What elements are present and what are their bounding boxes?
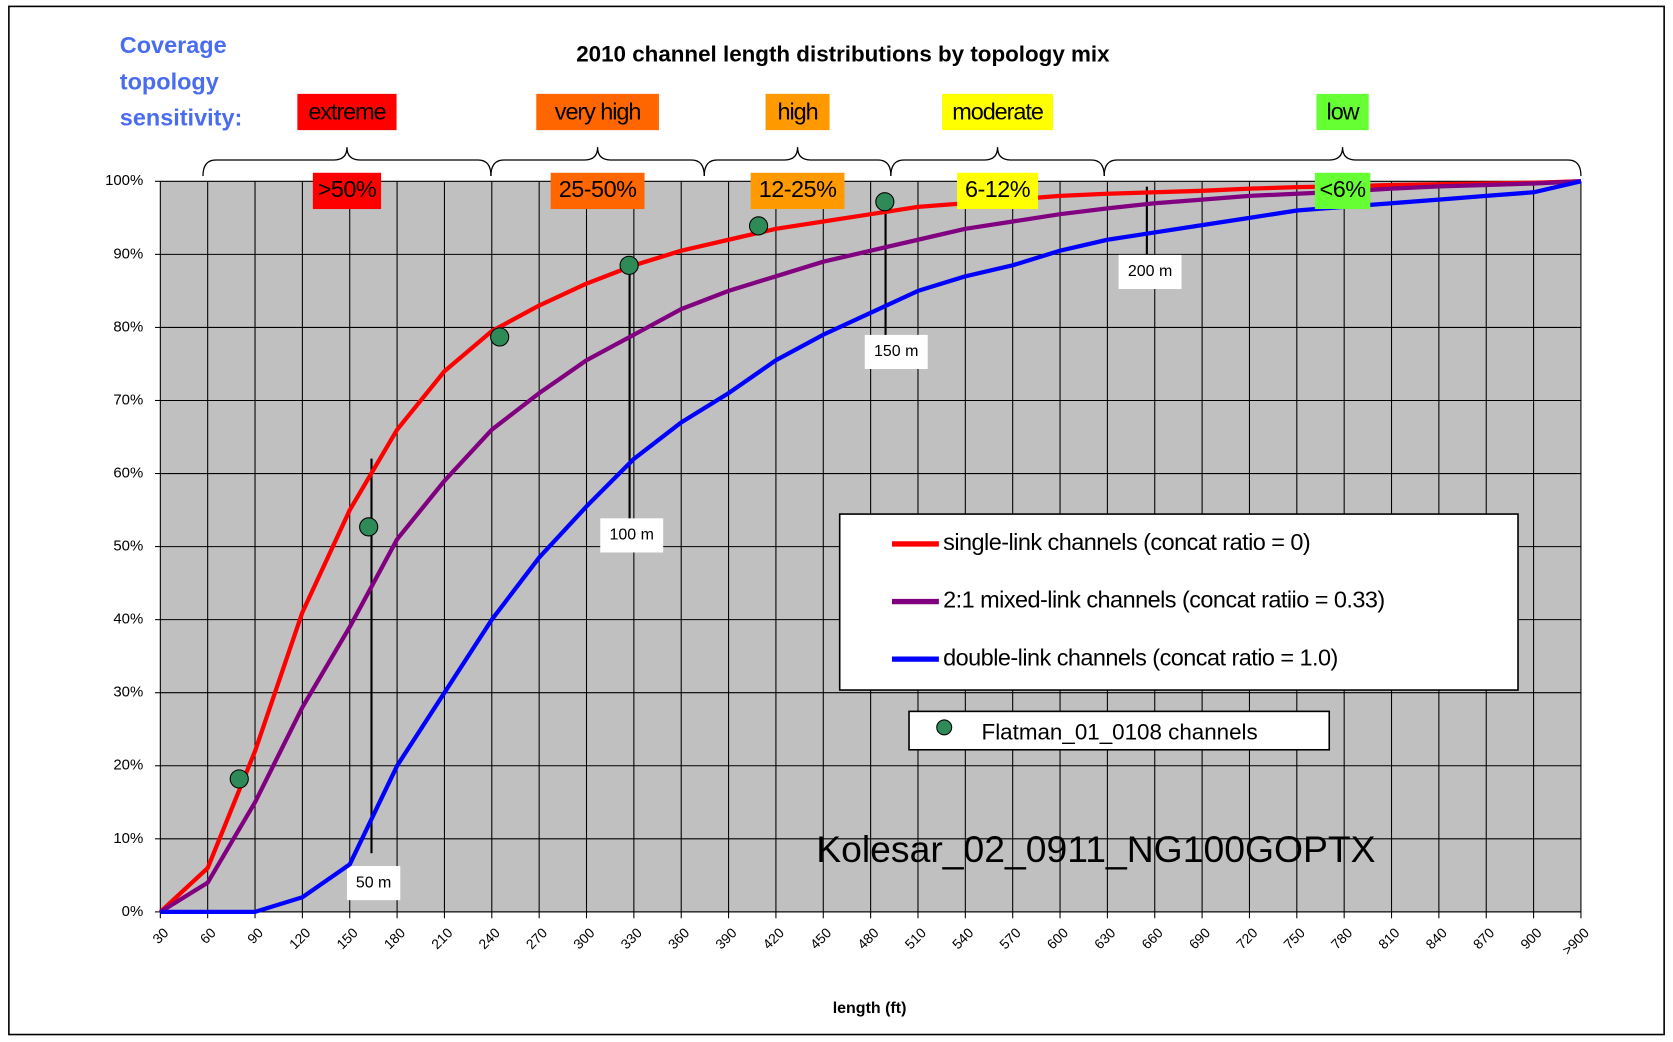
y-tick-label: 90% — [113, 245, 143, 262]
annotation: 100 m — [610, 527, 654, 544]
band-box — [550, 172, 645, 210]
band-name: moderate — [952, 98, 1043, 124]
annotation-box — [864, 334, 928, 370]
legend — [908, 710, 1331, 751]
brace — [1103, 147, 1582, 176]
band-name: extreme — [308, 98, 385, 124]
band-range: <6% — [1320, 176, 1367, 202]
band-range: 12-25% — [759, 176, 837, 202]
chart-title: 2010 channel length distributions by top… — [576, 41, 1110, 66]
band-box — [765, 93, 830, 131]
point — [619, 255, 639, 275]
band-name: high — [778, 98, 818, 124]
brace — [202, 147, 492, 176]
point — [490, 327, 510, 347]
band-box — [1316, 93, 1369, 131]
annotation-box — [600, 518, 664, 553]
brace — [890, 147, 1105, 176]
y-tick-label: 70% — [113, 391, 143, 408]
band-box — [942, 93, 1054, 131]
legend-label: double-link channels (concat ratio = 1.0… — [943, 644, 1338, 670]
y-tick-label: 60% — [113, 464, 143, 481]
band-box — [1314, 172, 1371, 210]
band-box — [750, 172, 845, 210]
y-tick-label: 40% — [113, 611, 143, 628]
legend-swatch — [936, 719, 953, 736]
band-box — [957, 172, 1039, 210]
y-tick-label: 10% — [113, 830, 143, 847]
annotation: 200 m — [1128, 263, 1172, 280]
brace — [703, 147, 892, 176]
watermark: Kolesar_02_0911_NG100GOPTX — [816, 828, 1375, 870]
legend — [838, 513, 1519, 691]
band-box — [297, 93, 397, 131]
heading: Coverage — [120, 32, 227, 58]
legend-label: Flatman_01_0108 channels — [982, 720, 1258, 745]
point — [359, 517, 379, 537]
annotation: 50 m — [356, 874, 392, 891]
band-name: low — [1327, 98, 1360, 124]
legend-label: 2:1 mixed-link channels (concat ratiio =… — [943, 587, 1385, 613]
heading: topology — [120, 68, 219, 94]
band-name: very high — [555, 98, 641, 124]
heading: sensitivity: — [120, 105, 243, 131]
annotation: 150 m — [874, 343, 918, 360]
y-tick-label: 30% — [113, 684, 143, 701]
band-box — [536, 93, 659, 131]
point — [229, 769, 249, 789]
point — [875, 192, 895, 212]
band-range: 25-50% — [559, 176, 637, 202]
band-box — [312, 172, 382, 210]
y-tick-label: 20% — [113, 757, 143, 774]
legend-label: single-link channels (concat ratio = 0) — [943, 529, 1310, 555]
annotation-box — [346, 866, 401, 901]
band-range: >50% — [318, 176, 377, 202]
x-axis-label: length (ft) — [833, 1000, 907, 1017]
brace — [490, 147, 705, 176]
band-range: 6-12% — [965, 176, 1031, 202]
y-tick-label: 50% — [113, 538, 143, 555]
annotation-box — [1118, 254, 1182, 290]
y-tick-label: 100% — [105, 172, 143, 189]
point — [748, 216, 769, 236]
y-tick-label: 80% — [113, 318, 143, 335]
y-tick-label: 0% — [122, 903, 144, 920]
